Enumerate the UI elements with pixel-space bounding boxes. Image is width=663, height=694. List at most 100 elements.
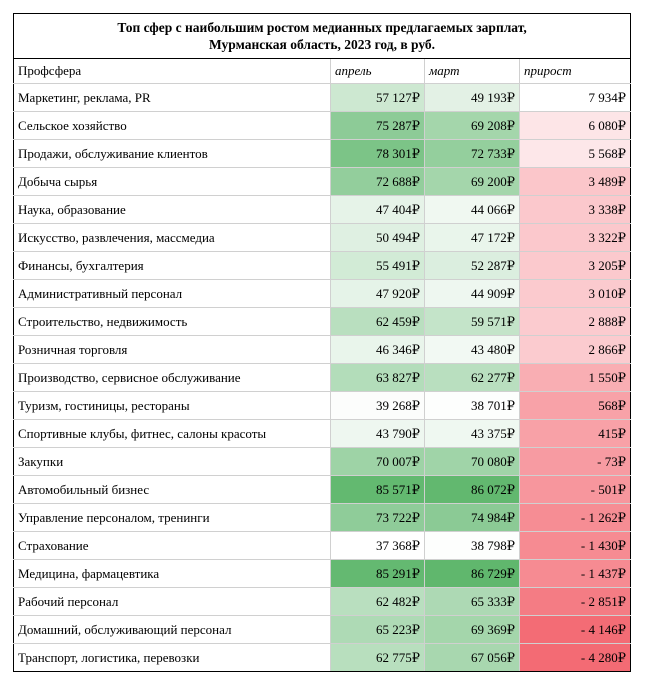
sphere-cell: Туризм, гостиницы, рестораны (13, 391, 331, 420)
march-cell: 72 733₽ (424, 139, 520, 168)
growth-cell: - 4 146₽ (518, 615, 632, 644)
salary-table-container: Топ сфер с наибольшим ростом медианных п… (12, 13, 632, 672)
april-cell: 65 223₽ (330, 615, 425, 644)
march-cell: 62 277₽ (424, 363, 520, 392)
table-row: Автомобильный бизнес 85 571₽ 86 072₽ - 501₽ (13, 475, 632, 504)
table-row: Маркетинг, реклама, PR 57 127₽ 49 193₽ 7 93… (13, 83, 632, 112)
march-cell: 69 369₽ (424, 615, 520, 644)
table-row: Продажи, обслуживание клиентов 78 301₽ 72 … (13, 139, 632, 168)
sphere-cell: Строительство, недвижимость (13, 307, 331, 336)
table-title-line-2: Мурманская область, 2023 год, в руб. (208, 37, 436, 52)
march-cell: 43 480₽ (424, 335, 520, 364)
header-march: март (424, 58, 520, 84)
sphere-cell: Производство, сервисное обслуживание (13, 363, 331, 392)
growth-cell: 3 322₽ (518, 223, 632, 252)
table-row: Сельское хозяйство 75 287₽ 69 208₽ 6 080₽ (13, 111, 632, 140)
april-cell: 62 482₽ (330, 587, 425, 616)
sphere-cell: Искусство, развлечения, массмедиа (13, 223, 331, 252)
table-row: Добыча сырья 72 688₽ 69 200₽ 3 489₽ (13, 167, 632, 196)
growth-cell: - 501₽ (518, 475, 632, 504)
april-cell: 85 291₽ (330, 559, 425, 588)
table-row: Искусство, развлечения, массмедиа 50 494₽… (13, 223, 632, 252)
growth-cell: - 1 430₽ (518, 531, 632, 560)
table-row: Страхование 37 368₽ 38 798₽ - 1 430₽ (13, 531, 632, 560)
april-cell: 55 491₽ (330, 251, 425, 280)
march-cell: 59 571₽ (424, 307, 520, 336)
march-cell: 44 066₽ (424, 195, 520, 224)
march-cell: 86 729₽ (424, 559, 520, 588)
sphere-cell: Медицина, фармацевтика (13, 559, 331, 588)
april-cell: 57 127₽ (330, 83, 425, 112)
growth-cell: 3 338₽ (518, 195, 632, 224)
april-cell: 47 920₽ (330, 279, 425, 308)
april-cell: 46 346₽ (330, 335, 425, 364)
april-cell: 85 571₽ (330, 475, 425, 504)
table-row: Домашний, обслуживающий персонал 65 223₽ 6… (13, 615, 632, 644)
sphere-cell: Сельское хозяйство (13, 111, 331, 140)
april-cell: 62 459₽ (330, 307, 425, 336)
table-row: Управление персоналом, тренинги 73 722₽ 74… (13, 503, 632, 532)
april-cell: 78 301₽ (330, 139, 425, 168)
table-title: Топ сфер с наибольшим ростом медианных п… (12, 13, 632, 59)
march-cell: 65 333₽ (424, 587, 520, 616)
sphere-cell: Розничная торговля (13, 335, 331, 364)
sphere-cell: Домашний, обслуживающий персонал (13, 615, 331, 644)
march-cell: 70 080₽ (424, 447, 520, 476)
march-cell: 69 208₽ (424, 111, 520, 140)
growth-cell: 6 080₽ (518, 111, 632, 140)
growth-cell: 415₽ (518, 419, 632, 448)
sphere-cell: Спортивные клубы, фитнес, салоны красоты (13, 419, 331, 448)
march-cell: 38 798₽ (424, 531, 520, 560)
sphere-cell: Управление персоналом, тренинги (13, 503, 331, 532)
april-cell: 37 368₽ (330, 531, 425, 560)
april-cell: 73 722₽ (330, 503, 425, 532)
sphere-cell: Наука, образование (13, 195, 331, 224)
growth-cell: 5 568₽ (518, 139, 632, 168)
sphere-cell: Добыча сырья (13, 167, 331, 196)
april-cell: 72 688₽ (330, 167, 425, 196)
march-cell: 38 701₽ (424, 391, 520, 420)
table-row: Рабочий персонал 62 482₽ 65 333₽ - 2 851₽ (13, 587, 632, 616)
growth-cell: - 73₽ (518, 447, 632, 476)
growth-cell: - 4 280₽ (518, 643, 632, 672)
table-title-line-1: Топ сфер с наибольшим ростом медианных п… (117, 20, 527, 35)
table-row: Транспорт, логистика, перевозки 62 775₽ 67… (13, 643, 632, 672)
march-cell: 43 375₽ (424, 419, 520, 448)
april-cell: 47 404₽ (330, 195, 425, 224)
growth-cell: 7 934₽ (518, 83, 632, 112)
table-row: Финансы, бухгалтерия 55 491₽ 52 287₽ 3 205₽ (13, 251, 632, 280)
march-cell: 86 072₽ (424, 475, 520, 504)
growth-cell: - 1 262₽ (518, 503, 632, 532)
header-growth: прирост (518, 58, 632, 84)
salary-growth-table: Топ сфер с наибольшим ростом медианных п… (12, 13, 632, 672)
growth-cell: 3 205₽ (518, 251, 632, 280)
growth-cell: - 2 851₽ (518, 587, 632, 616)
growth-cell: 568₽ (518, 391, 632, 420)
header-april: апрель (330, 58, 425, 84)
april-cell: 50 494₽ (330, 223, 425, 252)
march-cell: 49 193₽ (424, 83, 520, 112)
march-cell: 69 200₽ (424, 167, 520, 196)
sphere-cell: Страхование (13, 531, 331, 560)
april-cell: 62 775₽ (330, 643, 425, 672)
april-cell: 39 268₽ (330, 391, 425, 420)
table-row: Туризм, гостиницы, рестораны 39 268₽ 38 70… (13, 391, 632, 420)
april-cell: 75 287₽ (330, 111, 425, 140)
growth-cell: - 1 437₽ (518, 559, 632, 588)
april-cell: 43 790₽ (330, 419, 425, 448)
table-row: Наука, образование 47 404₽ 44 066₽ 3 338₽ (13, 195, 632, 224)
growth-cell: 1 550₽ (518, 363, 632, 392)
table-row: Спортивные клубы, фитнес, салоны красоты… (13, 419, 632, 448)
sphere-cell: Закупки (13, 447, 331, 476)
sphere-cell: Рабочий персонал (13, 587, 331, 616)
april-cell: 70 007₽ (330, 447, 425, 476)
sphere-cell: Продажи, обслуживание клиентов (13, 139, 331, 168)
table-row: Производство, сервисное обслуживание 63 8… (13, 363, 632, 392)
april-cell: 63 827₽ (330, 363, 425, 392)
march-cell: 47 172₽ (424, 223, 520, 252)
growth-cell: 2 866₽ (518, 335, 632, 364)
growth-cell: 3 489₽ (518, 167, 632, 196)
table-row: Розничная торговля 46 346₽ 43 480₽ 2 866₽ (13, 335, 632, 364)
march-cell: 74 984₽ (424, 503, 520, 532)
growth-cell: 3 010₽ (518, 279, 632, 308)
